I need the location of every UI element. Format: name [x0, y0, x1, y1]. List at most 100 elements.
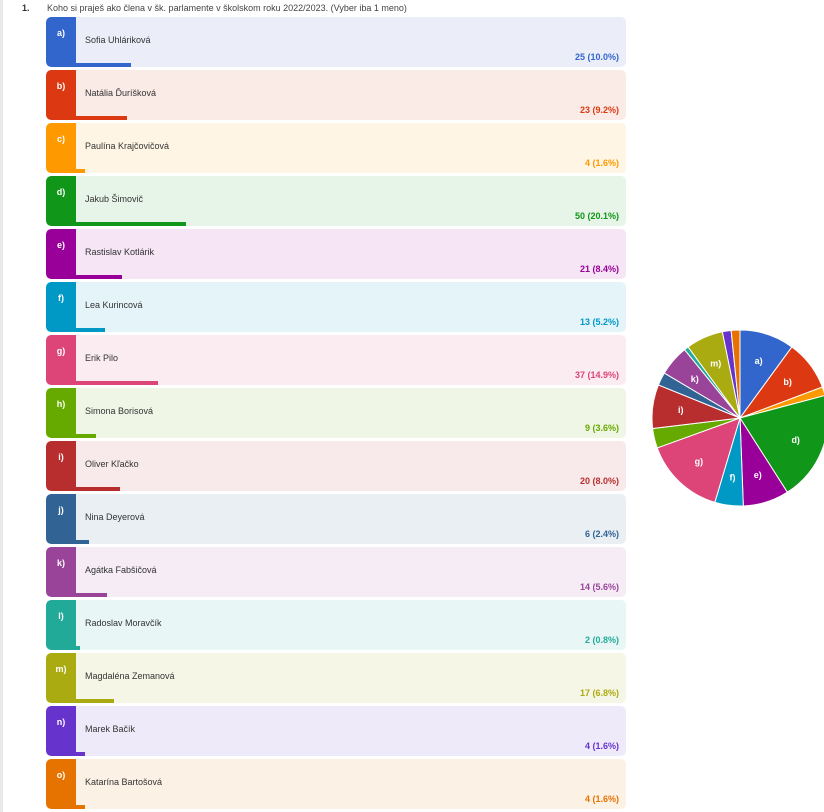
option-count: 4 (1.6%) — [584, 158, 619, 168]
option-count: 4 (1.6%) — [584, 794, 619, 804]
option-name: Marek Bačík — [85, 724, 136, 734]
option-bar — [76, 540, 90, 544]
option-count: 9 (3.6%) — [584, 423, 619, 433]
option-letter: i) — [58, 452, 64, 462]
option-name: Jakub Šimovič — [85, 194, 144, 204]
option-count: 21 (8.4%) — [579, 264, 619, 274]
option-row: k) Agátka Fabšičová 14 (5.6%) — [46, 547, 626, 597]
option-letter-box: m) — [46, 653, 76, 703]
option-letter: b) — [56, 81, 66, 91]
option-bar — [76, 699, 114, 703]
pie-chart: a) b) d) e) f) g) i) k) m) — [651, 329, 824, 507]
option-bar — [76, 805, 85, 809]
option-letter: a) — [56, 28, 65, 38]
option-row: c) Paulína Krajčovičová 4 (1.6%) — [46, 123, 626, 173]
option-bar — [76, 646, 81, 650]
option-letter: o) — [56, 770, 66, 780]
option-name: Rastislav Kotlárik — [85, 247, 155, 257]
option-letter: c) — [56, 134, 65, 144]
option-count: 13 (5.2%) — [579, 317, 619, 327]
option-bar — [76, 593, 107, 597]
option-letter: k) — [56, 558, 65, 568]
option-letter: j) — [58, 505, 64, 515]
option-bar — [76, 434, 96, 438]
option-letter: g) — [56, 346, 66, 356]
option-name: Oliver Kľačko — [85, 459, 139, 469]
option-bar — [76, 222, 187, 226]
pie-slice-label: b) — [783, 377, 792, 387]
option-count: 14 (5.6%) — [579, 582, 619, 592]
option-letter: e) — [56, 240, 65, 250]
pie-slice-label: d) — [791, 435, 800, 445]
option-bar — [76, 169, 85, 173]
pie-slice-label: f) — [730, 472, 736, 482]
options-list: a) Sofia Uhláriková 25 (10.0%) b) Natália Ďu… — [46, 17, 626, 812]
option-letter-box: g) — [46, 335, 76, 385]
option-bar — [76, 116, 127, 120]
option-bar — [76, 752, 85, 756]
pie-slice-label: k) — [691, 374, 699, 384]
option-count: 37 (14.9%) — [574, 370, 619, 380]
option-count: 4 (1.6%) — [584, 741, 619, 751]
pie-slice-label: i) — [678, 405, 684, 415]
option-letter: d) — [56, 187, 66, 197]
option-letter-box: h) — [46, 388, 76, 438]
option-row: a) Sofia Uhláriková 25 (10.0%) — [46, 17, 626, 67]
option-letter-box: l) — [46, 600, 76, 650]
option-letter: n) — [56, 717, 66, 727]
option-letter: h) — [56, 399, 66, 409]
option-letter-box: i) — [46, 441, 76, 491]
option-letter-box: d) — [46, 176, 76, 226]
option-letter-box: k) — [46, 547, 76, 597]
option-name: Erik Pilo — [85, 353, 119, 363]
option-letter: m) — [55, 664, 67, 674]
pie-slice-label: a) — [755, 356, 763, 366]
option-name: Sofia Uhláriková — [85, 35, 151, 45]
pie-slice — [739, 395, 824, 493]
left-border — [0, 0, 3, 812]
option-letter-box: c) — [46, 123, 76, 173]
pie-slice-label: e) — [754, 470, 762, 480]
option-count: 17 (6.8%) — [579, 688, 619, 698]
option-letter: f) — [58, 293, 64, 303]
option-name: Simona Borisová — [85, 406, 154, 416]
pie-slice-label: g) — [695, 457, 704, 467]
pie-slice — [730, 329, 741, 419]
option-name: Agátka Fabšičová — [85, 565, 157, 575]
option-count: 50 (20.1%) — [574, 211, 619, 221]
option-letter-box: j) — [46, 494, 76, 544]
option-letter-box: f) — [46, 282, 76, 332]
option-count: 20 (8.0%) — [579, 476, 619, 486]
option-bar — [76, 487, 121, 491]
option-row: f) Lea Kurincová 13 (5.2%) — [46, 282, 626, 332]
option-row: e) Rastislav Kotlárik 21 (8.4%) — [46, 229, 626, 279]
option-bar — [76, 328, 105, 332]
option-name: Magdaléna Zemanová — [85, 671, 175, 681]
option-row: l) Radoslav Moravčík 2 (0.8%) — [46, 600, 626, 650]
option-bar — [76, 381, 158, 385]
option-name: Radoslav Moravčík — [85, 618, 162, 628]
option-row: h) Simona Borisová 9 (3.6%) — [46, 388, 626, 438]
option-name: Katarína Bartošová — [85, 777, 163, 787]
option-count: 6 (2.4%) — [584, 529, 619, 539]
option-letter-box: o) — [46, 759, 76, 809]
option-letter: l) — [58, 611, 64, 621]
option-row: o) Katarína Bartošová 4 (1.6%) — [46, 759, 626, 809]
option-letter-box: e) — [46, 229, 76, 279]
option-letter-box: n) — [46, 706, 76, 756]
option-row: g) Erik Pilo 37 (14.9%) — [46, 335, 626, 385]
option-row: d) Jakub Šimovič 50 (20.1%) — [46, 176, 626, 226]
option-row: b) Natália Ďuríšková 23 (9.2%) — [46, 70, 626, 120]
option-bar — [76, 275, 123, 279]
option-count: 2 (0.8%) — [584, 635, 619, 645]
pie-slice — [656, 417, 741, 503]
option-name: Lea Kurincová — [85, 300, 143, 310]
option-name: Nina Deyerová — [85, 512, 145, 522]
option-row: j) Nina Deyerová 6 (2.4%) — [46, 494, 626, 544]
pie-slice-label: m) — [710, 358, 721, 368]
question-number: 1. — [22, 3, 30, 13]
option-name: Paulína Krajčovičová — [85, 141, 170, 151]
option-count: 25 (10.0%) — [574, 52, 619, 62]
option-bar — [76, 63, 132, 67]
option-row: n) Marek Bačík 4 (1.6%) — [46, 706, 626, 756]
